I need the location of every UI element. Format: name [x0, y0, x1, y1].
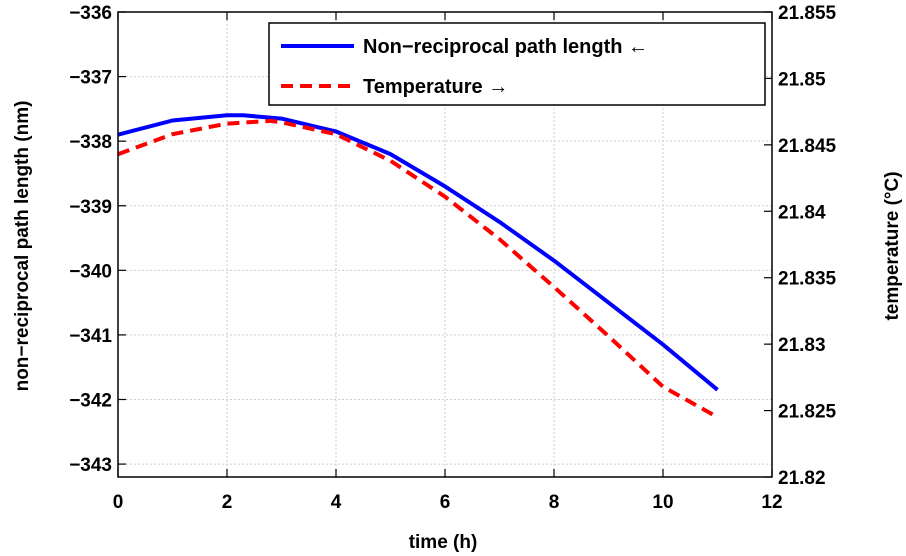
y-left-tick-label: −341 [69, 326, 112, 347]
legend-box [268, 22, 766, 106]
y-left-tick-label: −336 [69, 3, 112, 24]
plot-series [117, 113, 719, 419]
legend: Non−reciprocal path length ← Temperature… [268, 22, 766, 106]
y-left-axis-label: non−reciprocal path length (nm) [12, 101, 33, 392]
x-tick-label: 2 [222, 492, 233, 513]
x-tick-label: 12 [761, 492, 782, 513]
series-line-2 [117, 118, 719, 419]
y-left-tick-label: −343 [69, 455, 112, 476]
y-right-tick-label: 21.845 [778, 136, 837, 157]
y-right-tick-label: 21.84 [778, 202, 826, 223]
x-tick-label: 8 [549, 492, 560, 513]
series-line-1 [117, 113, 719, 392]
x-tick-label: 6 [440, 492, 451, 513]
y-left-tick-label: −340 [69, 261, 112, 282]
y-left-tick-label: −339 [69, 197, 112, 218]
legend-label-series-2: Temperature → [363, 76, 508, 98]
y-left-tick-label: −342 [69, 391, 112, 412]
y-left-tick-label: −338 [69, 132, 112, 153]
x-axis-label: time (h) [409, 532, 478, 553]
y-left-tick-label: −337 [69, 68, 112, 89]
y-right-tick-label: 21.825 [778, 402, 837, 423]
x-tick-label: 0 [113, 492, 124, 513]
x-tick-label: 4 [331, 492, 342, 513]
y-right-tick-label: 21.855 [778, 3, 837, 24]
x-tick-label: 10 [652, 492, 673, 513]
tick-marks [117, 11, 773, 478]
y-right-tick-label: 21.835 [778, 269, 837, 290]
x-tick-labels: 0 2 4 6 8 10 12 [113, 492, 783, 513]
y-right-axis-label: temperature (°C) [882, 171, 903, 320]
y-right-tick-label: 21.82 [778, 468, 826, 489]
y-right-tick-labels: 21.855 21.85 21.845 21.84 21.835 21.83 21.825 2… [778, 3, 837, 489]
y-left-tick-labels: −336 −337 −338 −339 −340 −341 −342 −343 [69, 3, 112, 476]
legend-label-series-1: Non−reciprocal path length ← [363, 36, 648, 58]
y-right-tick-label: 21.85 [778, 69, 826, 90]
y-right-tick-label: 21.83 [778, 335, 826, 356]
